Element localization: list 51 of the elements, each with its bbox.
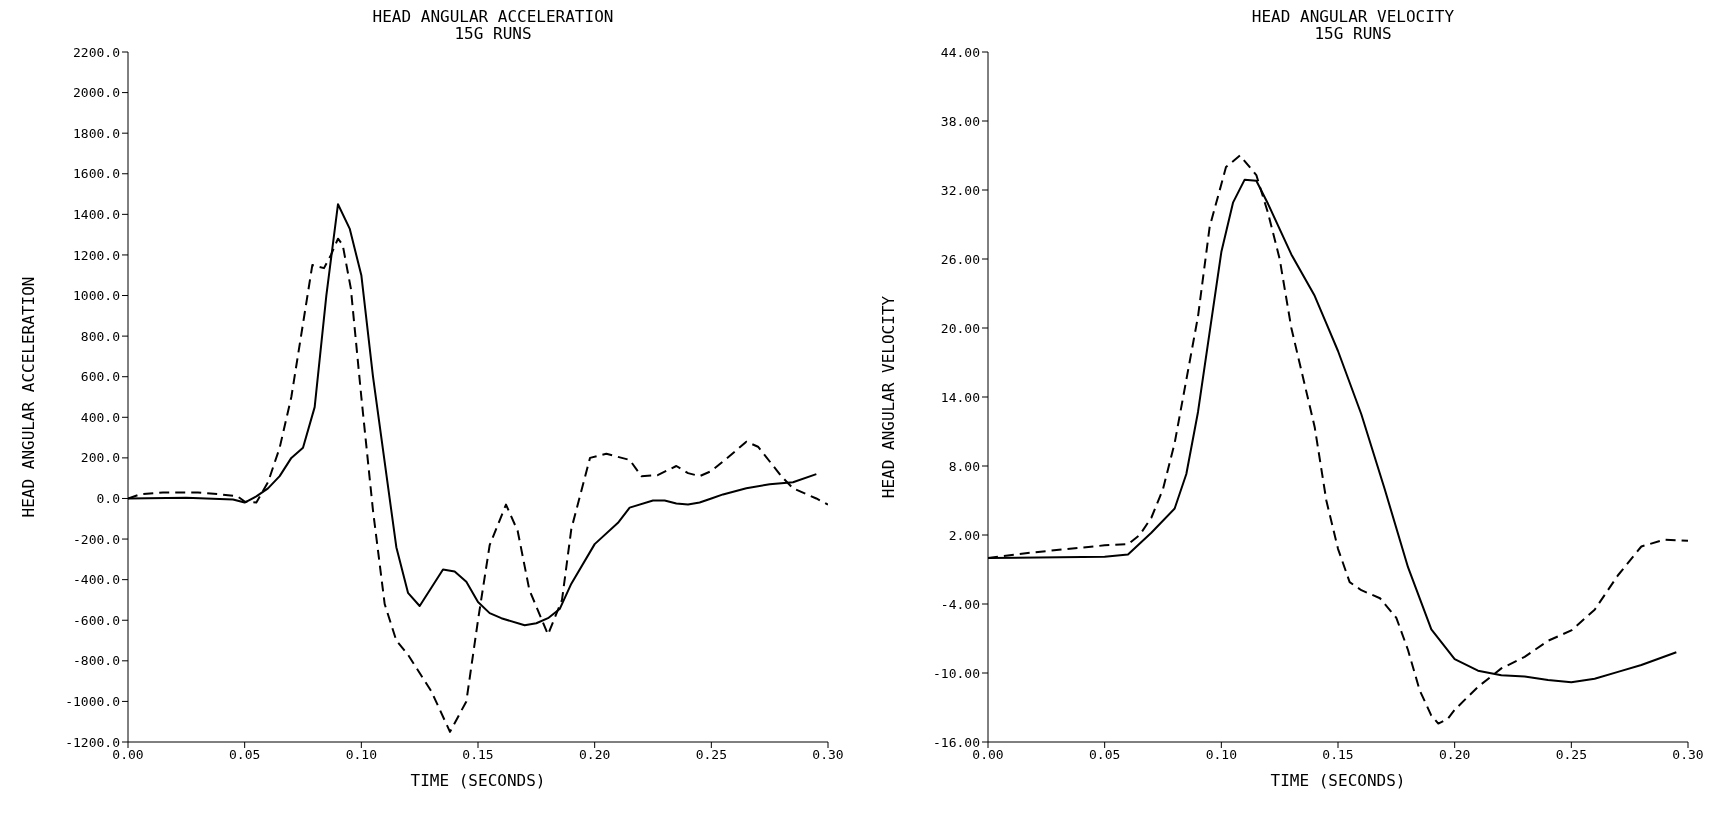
y-tick-label: 400.0 [80,409,120,425]
y-tick-label: -800.0 [73,653,120,669]
x-axis-title: TIME (SECONDS) [410,771,546,790]
y-tick-label: 2000.0 [73,85,120,101]
y-tick-label: -1200.0 [65,734,120,750]
y-tick-label: 1200.0 [73,247,120,263]
y-axis-title: HEAD ANGULAR VELOCITY [878,295,898,499]
x-tick-label: 0.30 [1672,747,1704,763]
chart-title: HEAD ANGULAR VELOCITY [1250,7,1456,26]
y-tick-label: -200.0 [73,531,120,547]
y-tick-label: -400.0 [73,572,120,588]
y-tick-label: 1800.0 [73,125,120,141]
y-tick-label: -600.0 [73,612,120,628]
x-tick-label: 0.20 [579,747,611,763]
y-tick-label: -1000.0 [65,694,120,710]
x-tick-label: 0.00 [112,747,144,763]
chart-subtitle: 15G RUNS [453,24,533,43]
y-tick-label: 0.0 [96,491,120,507]
chart-title: HEAD ANGULAR ACCELERATION [371,7,615,26]
y-tick-label: 14.00 [940,389,980,405]
y-tick-label: 800.0 [80,328,120,344]
chart-subtitle: 15G RUNS [1313,24,1393,43]
x-tick-label: 0.05 [1089,747,1121,763]
y-tick-label: 1600.0 [73,166,120,182]
y-tick-label: 32.00 [940,182,980,198]
y-tick-label: 2.00 [948,527,980,543]
y-tick-label: -4.00 [940,596,980,612]
y-axis-title: HEAD ANGULAR ACCELERATION [18,276,38,518]
x-tick-label: 0.15 [462,747,494,763]
y-tick-label: 1400.0 [73,206,120,222]
x-tick-label: 0.20 [1439,747,1471,763]
y-tick-label: 38.00 [940,113,980,129]
x-tick-label: 0.15 [1322,747,1354,763]
y-tick-label: 600.0 [80,369,120,385]
x-tick-label: 0.10 [345,747,377,763]
y-tick-label: 1000.0 [73,288,120,304]
y-tick-label: 44.00 [940,44,980,60]
x-tick-label: 0.00 [972,747,1004,763]
x-axis-title: TIME (SECONDS) [1270,771,1406,790]
y-tick-label: 200.0 [80,450,120,466]
y-tick-label: 2200.0 [73,44,120,60]
x-tick-label: 0.25 [1555,747,1587,763]
x-tick-label: 0.30 [812,747,844,763]
y-tick-label: 26.00 [940,251,980,267]
y-tick-label: -10.00 [933,665,980,681]
x-tick-label: 0.10 [1205,747,1237,763]
y-tick-label: -16.00 [933,734,980,750]
y-tick-label: 8.00 [948,458,980,474]
y-tick-label: 20.00 [940,320,980,336]
x-tick-label: 0.25 [695,747,727,763]
x-tick-label: 0.05 [229,747,261,763]
